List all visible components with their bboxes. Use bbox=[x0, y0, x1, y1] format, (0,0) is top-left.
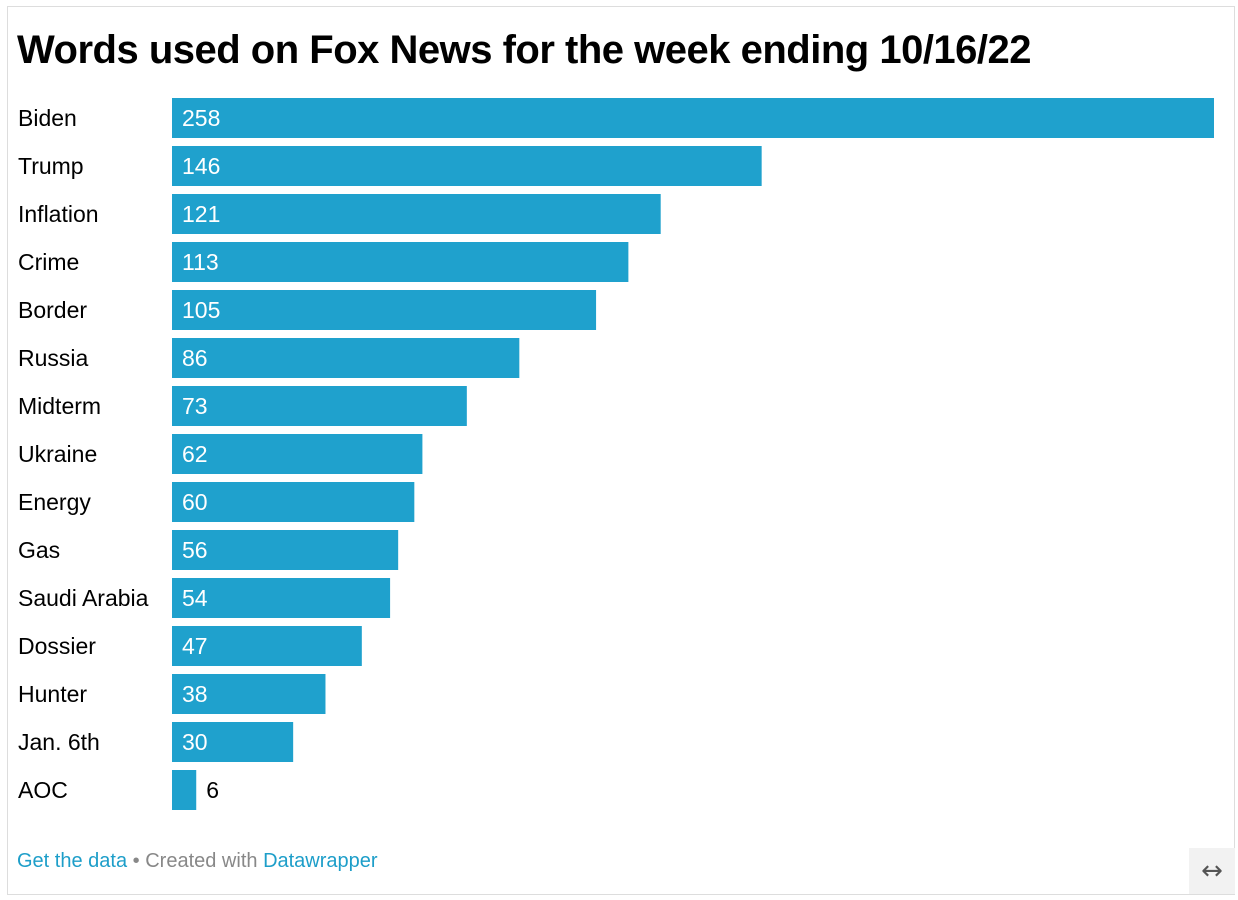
created-with-text: Created with bbox=[145, 850, 258, 872]
footer: Get the data • Created with Datawrapper bbox=[17, 850, 378, 873]
resize-arrows-icon[interactable]: ↔ bbox=[1189, 848, 1235, 894]
datawrapper-link[interactable]: Datawrapper bbox=[263, 850, 378, 872]
get-the-data-link[interactable]: Get the data bbox=[17, 850, 128, 872]
chart-title: Words used on Fox News for the week endi… bbox=[17, 28, 1032, 72]
chart-frame bbox=[7, 6, 1235, 895]
footer-separator: • bbox=[132, 850, 140, 872]
